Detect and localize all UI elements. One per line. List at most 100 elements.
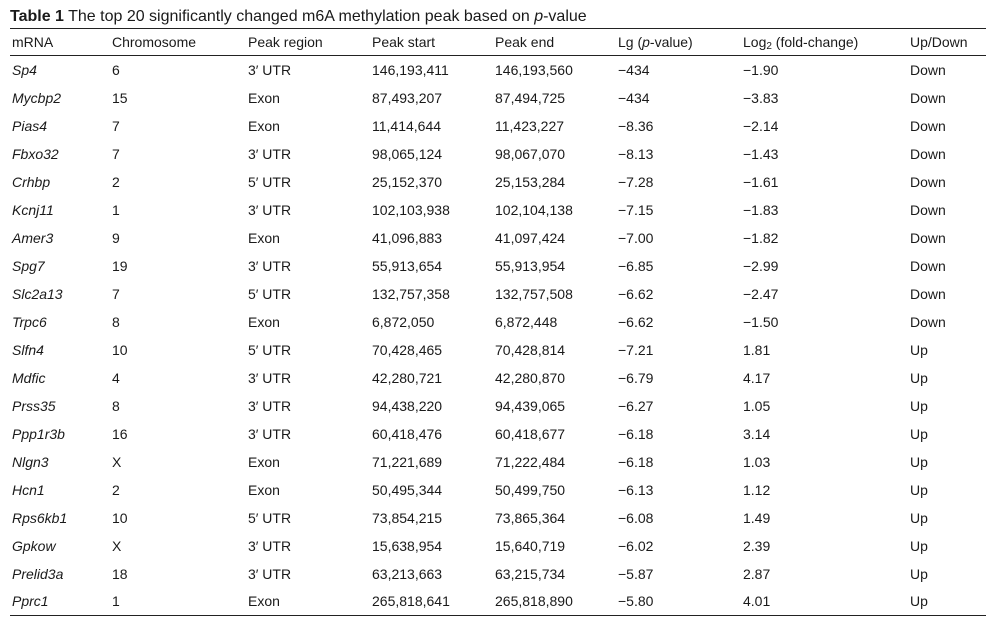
cell-up-down: Down <box>910 61 946 78</box>
cell-log2-fold-change: −1.43 <box>743 145 779 162</box>
cell-peak-region: Exon <box>248 117 280 134</box>
cell-peak-end: 98,067,070 <box>495 145 566 162</box>
cell-peak-end: 265,818,890 <box>495 593 573 610</box>
cell-peak-region: 5′ UTR <box>248 509 292 526</box>
cell-peak-region: 3′ UTR <box>248 257 292 274</box>
cell-mrna: Amer3 <box>12 229 54 246</box>
cell-peak-start: 146,193,411 <box>372 61 449 78</box>
table-row: Sp4 6 3′ UTR 146,193,411 146,193,560 −434 −1.9… <box>10 56 986 84</box>
table-row: Prss35 8 3′ UTR 94,438,220 94,439,065 −6.27 1.… <box>10 392 986 420</box>
cell-mrna: Fbxo32 <box>12 145 59 162</box>
cell-peak-region: 3′ UTR <box>248 425 292 442</box>
table-row: Trpc6 8 Exon 6,872,050 6,872,448 −6.62 −1.50 Do… <box>10 308 986 336</box>
cell-peak-start: 42,280,721 <box>372 369 443 386</box>
cell-peak-start: 94,438,220 <box>372 397 443 414</box>
cell-mrna: Mdfic <box>12 369 46 386</box>
cell-up-down: Down <box>910 173 946 190</box>
cell-peak-end: 146,193,560 <box>495 61 573 78</box>
cell-chromosome: 16 <box>112 425 128 442</box>
cell-peak-start: 265,818,641 <box>372 593 450 610</box>
cell-peak-region: Exon <box>248 481 280 498</box>
header-log2-fold-change: Log2 (fold-change) <box>741 29 908 56</box>
cell-log2-fold-change: 1.05 <box>743 397 771 414</box>
header-peak-region: Peak region <box>248 34 323 50</box>
cell-log2-fold-change: 1.03 <box>743 453 771 470</box>
cell-mrna: Spg7 <box>12 257 45 274</box>
cell-peak-start: 63,213,663 <box>372 565 443 582</box>
cell-peak-end: 71,222,484 <box>495 453 566 470</box>
cell-lg-p-value: −6.18 <box>618 453 654 470</box>
cell-peak-start: 25,152,370 <box>372 173 443 190</box>
cell-peak-end: 50,499,750 <box>495 481 566 498</box>
cell-log2-fold-change: 2.87 <box>743 565 771 582</box>
cell-lg-p-value: −6.13 <box>618 481 654 498</box>
cell-chromosome: 1 <box>112 593 120 610</box>
cell-chromosome: 10 <box>112 341 128 358</box>
cell-mrna: Trpc6 <box>12 313 47 330</box>
table-row: Pias4 7 Exon 11,414,644 11,423,227 −8.36 −2.14… <box>10 112 986 140</box>
cell-peak-end: 11,423,227 <box>495 117 565 134</box>
cell-peak-end: 42,280,870 <box>495 369 566 386</box>
header-peak-end: Peak end <box>495 34 555 50</box>
cell-up-down: Down <box>910 89 946 106</box>
cell-chromosome: 18 <box>112 565 128 582</box>
cell-up-down: Up <box>910 369 928 386</box>
table-row: Spg7 19 3′ UTR 55,913,654 55,913,954 −6.85 −2.… <box>10 252 986 280</box>
table-row: Mdfic 4 3′ UTR 42,280,721 42,280,870 −6.79 4.1… <box>10 364 986 392</box>
cell-peak-start: 73,854,215 <box>372 509 443 526</box>
cell-lg-p-value: −6.18 <box>618 425 654 442</box>
cell-peak-region: 5′ UTR <box>248 341 292 358</box>
cell-lg-p-value: −7.28 <box>618 173 654 190</box>
cell-lg-p-value: −7.15 <box>618 201 654 218</box>
table-row: Mycbp2 15 Exon 87,493,207 87,494,725 −434 −3.8… <box>10 84 986 112</box>
table-row: Crhbp 2 5′ UTR 25,152,370 25,153,284 −7.28 −1.… <box>10 168 986 196</box>
cell-peak-region: 3′ UTR <box>248 397 292 414</box>
header-mrna: mRNA <box>12 34 54 50</box>
cell-peak-region: Exon <box>248 89 280 106</box>
cell-peak-end: 94,439,065 <box>495 397 566 414</box>
table-row: Prelid3a 18 3′ UTR 63,213,663 63,215,734 −5.8… <box>10 560 986 588</box>
cell-peak-end: 55,913,954 <box>495 257 566 274</box>
cell-mrna: Crhbp <box>12 173 51 190</box>
cell-peak-end: 41,097,424 <box>495 229 566 246</box>
cell-up-down: Up <box>910 453 928 470</box>
cell-lg-p-value: −6.08 <box>618 509 654 526</box>
cell-peak-start: 41,096,883 <box>372 229 443 246</box>
cell-peak-start: 15,638,954 <box>372 537 443 554</box>
caption-text-end: -value <box>543 8 587 25</box>
table-row: Ppp1r3b 16 3′ UTR 60,418,476 60,418,677 −6.18… <box>10 420 986 448</box>
cell-chromosome: 2 <box>112 173 120 190</box>
cell-lg-p-value: −434 <box>618 61 650 78</box>
table-row: Pprc1 1 Exon 265,818,641 265,818,890 −5.80 4.0… <box>10 588 986 616</box>
header-log-suffix: (fold-change) <box>771 34 859 50</box>
cell-chromosome: 6 <box>112 61 120 78</box>
cell-log2-fold-change: 4.17 <box>743 369 771 386</box>
cell-lg-p-value: −6.79 <box>618 369 654 386</box>
cell-mrna: Prelid3a <box>12 565 64 582</box>
cell-lg-p-value: −6.27 <box>618 397 654 414</box>
cell-mrna: Nlgn3 <box>12 453 49 470</box>
cell-lg-p-value: −8.13 <box>618 145 654 162</box>
cell-peak-end: 6,872,448 <box>495 313 558 330</box>
cell-peak-end: 132,757,508 <box>495 285 573 302</box>
cell-peak-region: Exon <box>248 593 280 610</box>
cell-up-down: Down <box>910 229 946 246</box>
table-caption: Table 1 The top 20 significantly changed… <box>10 6 996 28</box>
cell-peak-end: 70,428,814 <box>495 341 566 358</box>
cell-log2-fold-change: −2.14 <box>743 117 779 134</box>
cell-mrna: Mycbp2 <box>12 89 62 106</box>
cell-chromosome: 7 <box>112 285 120 302</box>
header-lg-p-value: Lg (p-value) <box>616 29 741 56</box>
cell-log2-fold-change: 1.81 <box>743 341 771 358</box>
cell-peak-start: 71,221,689 <box>372 453 443 470</box>
header-lg-p: p <box>642 34 650 50</box>
cell-peak-region: Exon <box>248 229 280 246</box>
cell-log2-fold-change: 1.49 <box>743 509 771 526</box>
cell-up-down: Up <box>910 481 928 498</box>
cell-chromosome: 7 <box>112 117 120 134</box>
cell-chromosome: 4 <box>112 369 120 386</box>
cell-chromosome: 1 <box>112 201 120 218</box>
cell-up-down: Down <box>910 117 946 134</box>
table-row: Slfn4 10 5′ UTR 70,428,465 70,428,814 −7.21 1.… <box>10 336 986 364</box>
header-peak-start: Peak start <box>372 34 436 50</box>
